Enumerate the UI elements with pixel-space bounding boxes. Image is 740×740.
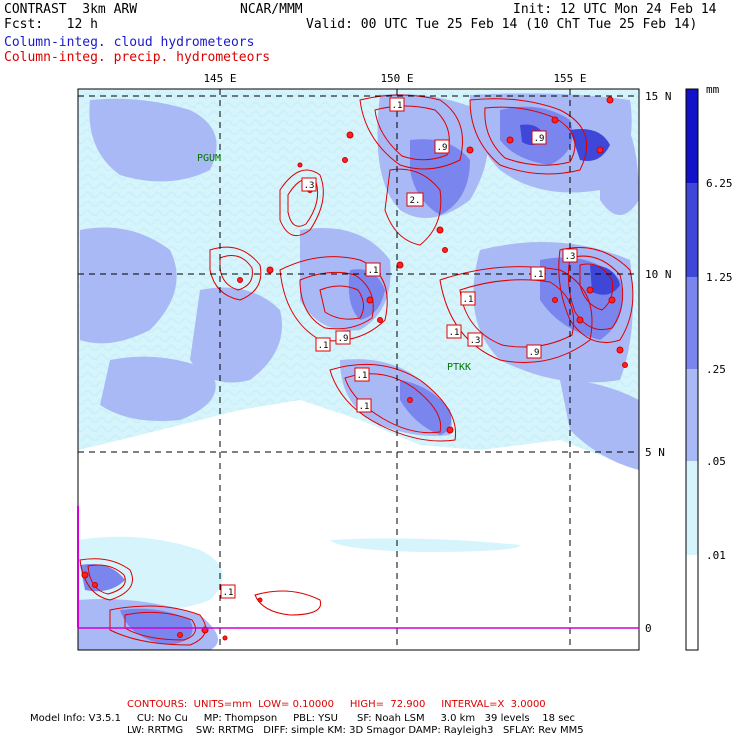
lon-label-155: 155 E	[553, 72, 586, 85]
contour-label: .1	[389, 97, 405, 112]
svg-text:.9: .9	[529, 348, 540, 358]
forecast-hour: Fcst: 12 h	[4, 17, 98, 32]
svg-text:.3: .3	[470, 336, 481, 346]
station-pgum: PGUM	[197, 153, 221, 164]
contour-label: .3	[301, 177, 317, 192]
valid-time: Valid: 00 UTC Tue 25 Feb 14 (10 ChT Tue …	[306, 17, 698, 32]
svg-text:.9: .9	[437, 143, 448, 153]
colorbar-band	[686, 277, 698, 369]
colorbar-band	[686, 183, 698, 277]
svg-text:.1: .1	[392, 101, 403, 111]
contour-label-group: .1 .9 .3 2. .9 .1 .1 .1 .3 .1 .3 .9 .9 .…	[220, 97, 578, 599]
model-title: CONTRAST 3km ARW	[4, 2, 138, 17]
svg-text:.1: .1	[359, 402, 370, 412]
colorbar-level: .01	[706, 549, 726, 562]
contour-label: .1	[446, 324, 462, 339]
contour-label: .1	[365, 262, 381, 277]
colorbar-level: .05	[706, 455, 726, 468]
cloud-field	[78, 89, 639, 650]
colorbar-band	[686, 555, 698, 650]
lon-label-145: 145 E	[203, 72, 236, 85]
colorbar-band	[686, 89, 698, 183]
colorbar-level: .25	[706, 363, 726, 376]
colorbar-band	[686, 461, 698, 555]
svg-text:.3: .3	[565, 252, 576, 262]
contour-label: .3	[467, 332, 483, 347]
contour-label: .3	[562, 248, 578, 263]
svg-text:.9: .9	[338, 334, 349, 344]
lat-label-equator: 0	[645, 622, 652, 635]
contour-label: .1	[460, 291, 476, 306]
svg-text:.1: .1	[463, 295, 474, 305]
lon-label-150: 150 E	[380, 72, 413, 85]
contour-label: .9	[526, 344, 542, 359]
lat-label-10n: 10 N	[645, 268, 672, 281]
forecast-map: 145 E 150 E 155 E 15 N 10 N 5 N 0 PGUM P…	[77, 72, 733, 651]
contour-label: 2.	[406, 192, 424, 207]
init-time: Init: 12 UTC Mon 24 Feb 14	[513, 2, 717, 17]
colorbar-level: 1.25	[706, 271, 733, 284]
convective-cells	[81, 96, 628, 641]
contour-label: .1	[530, 266, 546, 281]
colorbar-band	[686, 369, 698, 461]
contour-label: .1	[315, 337, 331, 352]
contour-label: .1	[356, 398, 372, 413]
lat-label-5n: 5 N	[645, 446, 665, 459]
contour-label: .1	[354, 367, 370, 382]
contour-info: CONTOURS: UNITS=mm LOW= 0.10000 HIGH= 72…	[127, 699, 546, 710]
svg-text:.9: .9	[534, 134, 545, 144]
svg-text:.1: .1	[449, 328, 460, 338]
contour-label: .1	[220, 584, 236, 599]
svg-text:.1: .1	[368, 266, 379, 276]
contour-label: .9	[531, 130, 547, 145]
field-precip-label: Column-integ. precip. hydrometeors	[4, 50, 271, 65]
svg-text:.1: .1	[318, 341, 329, 351]
contour-label: .9	[335, 330, 351, 345]
organization: NCAR/MMM	[240, 2, 303, 17]
svg-text:.1: .1	[357, 371, 368, 381]
map-frame	[77, 88, 640, 651]
colorbar-level: 6.25	[706, 177, 733, 190]
model-info-line1: Model Info: V3.5.1 CU: No Cu MP: Thompso…	[30, 713, 576, 724]
model-info-line2: LW: RRTMG SW: RRTMG DIFF: simple KM: 3D …	[127, 725, 584, 736]
lat-label-15n: 15 N	[645, 90, 672, 103]
svg-text:2.: 2.	[410, 196, 421, 206]
field-cloud-label: Column-integ. cloud hydrometeors	[4, 35, 255, 50]
svg-text:.3: .3	[304, 181, 315, 191]
colorbar-unit: mm	[706, 83, 720, 96]
station-ptkk: PTKK	[447, 362, 471, 373]
svg-text:.1: .1	[533, 270, 544, 280]
contour-label: .9	[434, 139, 450, 154]
colorbar: mm 6.25 1.25 .25 .05 .01	[685, 83, 733, 651]
svg-text:.1: .1	[223, 588, 234, 598]
